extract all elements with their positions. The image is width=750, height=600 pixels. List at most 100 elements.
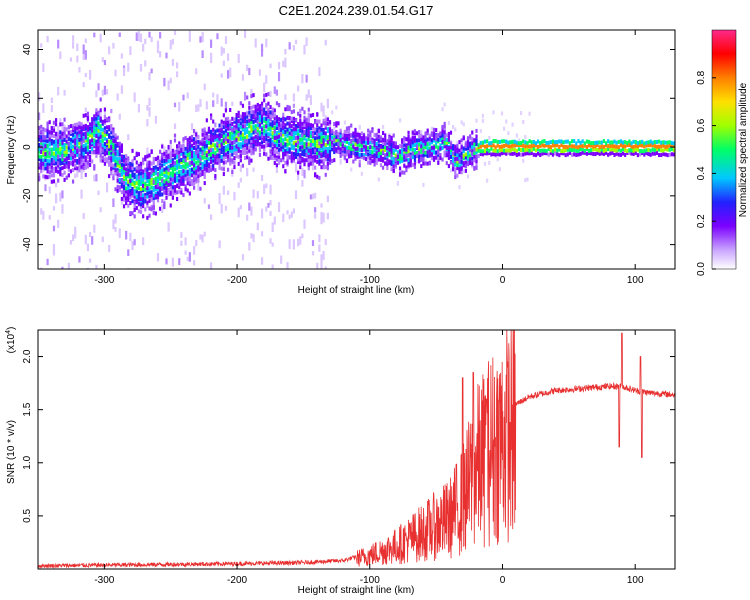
spectrogram-cell: [125, 186, 128, 191]
spectrogram-cell: [214, 168, 217, 173]
spectrogram-cell: [169, 186, 172, 195]
spectrogram-cell: [522, 119, 525, 124]
spectrogram-cell: [581, 150, 584, 155]
spectrogram-cell: [74, 166, 77, 171]
spectrogram-cell: [422, 142, 425, 147]
spectrogram-cell: [129, 232, 132, 242]
colorbar-tick-label: 0.0: [696, 262, 707, 276]
spectrogram-cell: [95, 112, 98, 117]
spectrogram-cell: [256, 111, 259, 116]
spectrogram-cell: [632, 151, 635, 156]
spectrogram-cell: [309, 126, 312, 131]
spectrogram-cell: [167, 171, 170, 176]
spectrogram-cell: [118, 141, 121, 146]
spectrogram-cell: [59, 130, 62, 135]
spectrogram-cell: [456, 147, 459, 152]
spectrogram-cell: [275, 139, 279, 144]
spectrogram-cell: [63, 161, 66, 166]
spectrogram-cell: [209, 148, 213, 153]
spectrogram-cell: [50, 151, 53, 156]
spectrogram-cell: [46, 161, 49, 166]
spectrogram-cell: [116, 160, 119, 165]
spectrogram-cell: [80, 125, 83, 130]
spectrogram-cell: [110, 142, 113, 147]
spectrogram-cell: [587, 148, 591, 153]
spectrogram-cell: [184, 170, 187, 175]
spectrogram-cell: [216, 128, 219, 133]
spectrogram-cell: [241, 132, 245, 137]
spectrogram-cell: [517, 152, 521, 157]
spectrogram-cell: [57, 158, 60, 163]
spectrogram-cell: [290, 119, 293, 124]
spectrogram-cell: [78, 148, 81, 153]
spectrogram-cell: [144, 181, 147, 186]
spectrogram-cell: [630, 144, 633, 149]
spectrogram-cell: [583, 150, 586, 155]
spectrogram-cell: [413, 129, 417, 134]
spectrogram-cell: [52, 159, 56, 164]
spectrogram-cell: [286, 152, 289, 157]
spectrogram-cell: [519, 143, 523, 148]
spectrogram-cell: [407, 149, 410, 154]
spectrogram-cell: [205, 139, 208, 144]
spectrogram-cell: [311, 142, 315, 147]
spectrogram-cell: [371, 145, 374, 150]
spectrogram-cell: [186, 156, 189, 161]
spectrogram-cell: [316, 151, 319, 156]
spectrogram-cell: [40, 124, 43, 129]
spectrogram-cell: [239, 154, 242, 159]
spectrogram-cell: [110, 127, 113, 132]
spectrogram-cell: [110, 135, 113, 140]
spectrogram-cell: [146, 183, 149, 188]
spectrogram-cell: [120, 197, 124, 205]
spectrogram-cell: [339, 154, 342, 159]
spectrogram-cell: [337, 145, 340, 150]
spectrogram-cell: [290, 131, 293, 136]
spectrogram-cell: [305, 117, 308, 122]
spectrogram-cell: [48, 120, 51, 125]
spectrogram-cell: [418, 134, 421, 139]
spectrogram-cell: [50, 130, 53, 135]
spectrogram-cell: [301, 145, 304, 150]
spectrogram-cell: [129, 161, 132, 166]
spectrogram-cell: [110, 108, 113, 114]
spectrogram-cell: [375, 151, 378, 156]
spectrogram-cell: [401, 148, 404, 153]
spectrogram-cell: [311, 112, 315, 117]
spectrogram-cell: [333, 131, 336, 136]
spectrogram-cell: [562, 149, 565, 154]
spectrogram-cell: [511, 143, 514, 148]
spectrogram-cell: [362, 155, 366, 160]
spectrogram-cell: [252, 124, 255, 129]
spectrogram-cell: [301, 106, 304, 111]
spectrogram-cell: [44, 158, 47, 163]
spectrogram-cell: [122, 183, 126, 188]
spectrogram-cell: [67, 160, 70, 165]
spectrogram-cell: [496, 149, 499, 154]
spectrogram-cell: [275, 122, 279, 127]
spectrogram-cell: [114, 227, 117, 232]
spectrogram-cell: [430, 140, 434, 145]
spectrogram-cell: [146, 171, 149, 176]
spectrogram-cell: [362, 134, 366, 139]
spectrogram-cell: [443, 121, 446, 126]
spectrogram-cell: [108, 125, 111, 130]
spectrogram-cell: [254, 124, 257, 129]
spectrogram-cell: [233, 156, 236, 161]
spectrogram-cell: [420, 144, 423, 149]
spectrogram-cell: [118, 164, 121, 169]
spectrogram-cell: [252, 110, 255, 115]
spectrogram-cell: [193, 163, 196, 168]
spectrogram-cell: [50, 173, 53, 178]
spectrogram-cell: [672, 141, 675, 146]
spectrogram-cell: [381, 147, 385, 152]
spectrogram-cell: [91, 159, 94, 164]
spectrogram-cell: [539, 143, 542, 148]
spectrogram-cell: [564, 153, 567, 158]
spectrogram-cell: [78, 158, 81, 163]
spectrogram-cell: [99, 145, 102, 150]
spectrogram-cell: [250, 128, 253, 133]
spectrogram-cell: [152, 185, 155, 190]
spectrogram-cell: [277, 147, 281, 152]
spectrogram-cell: [653, 139, 656, 144]
